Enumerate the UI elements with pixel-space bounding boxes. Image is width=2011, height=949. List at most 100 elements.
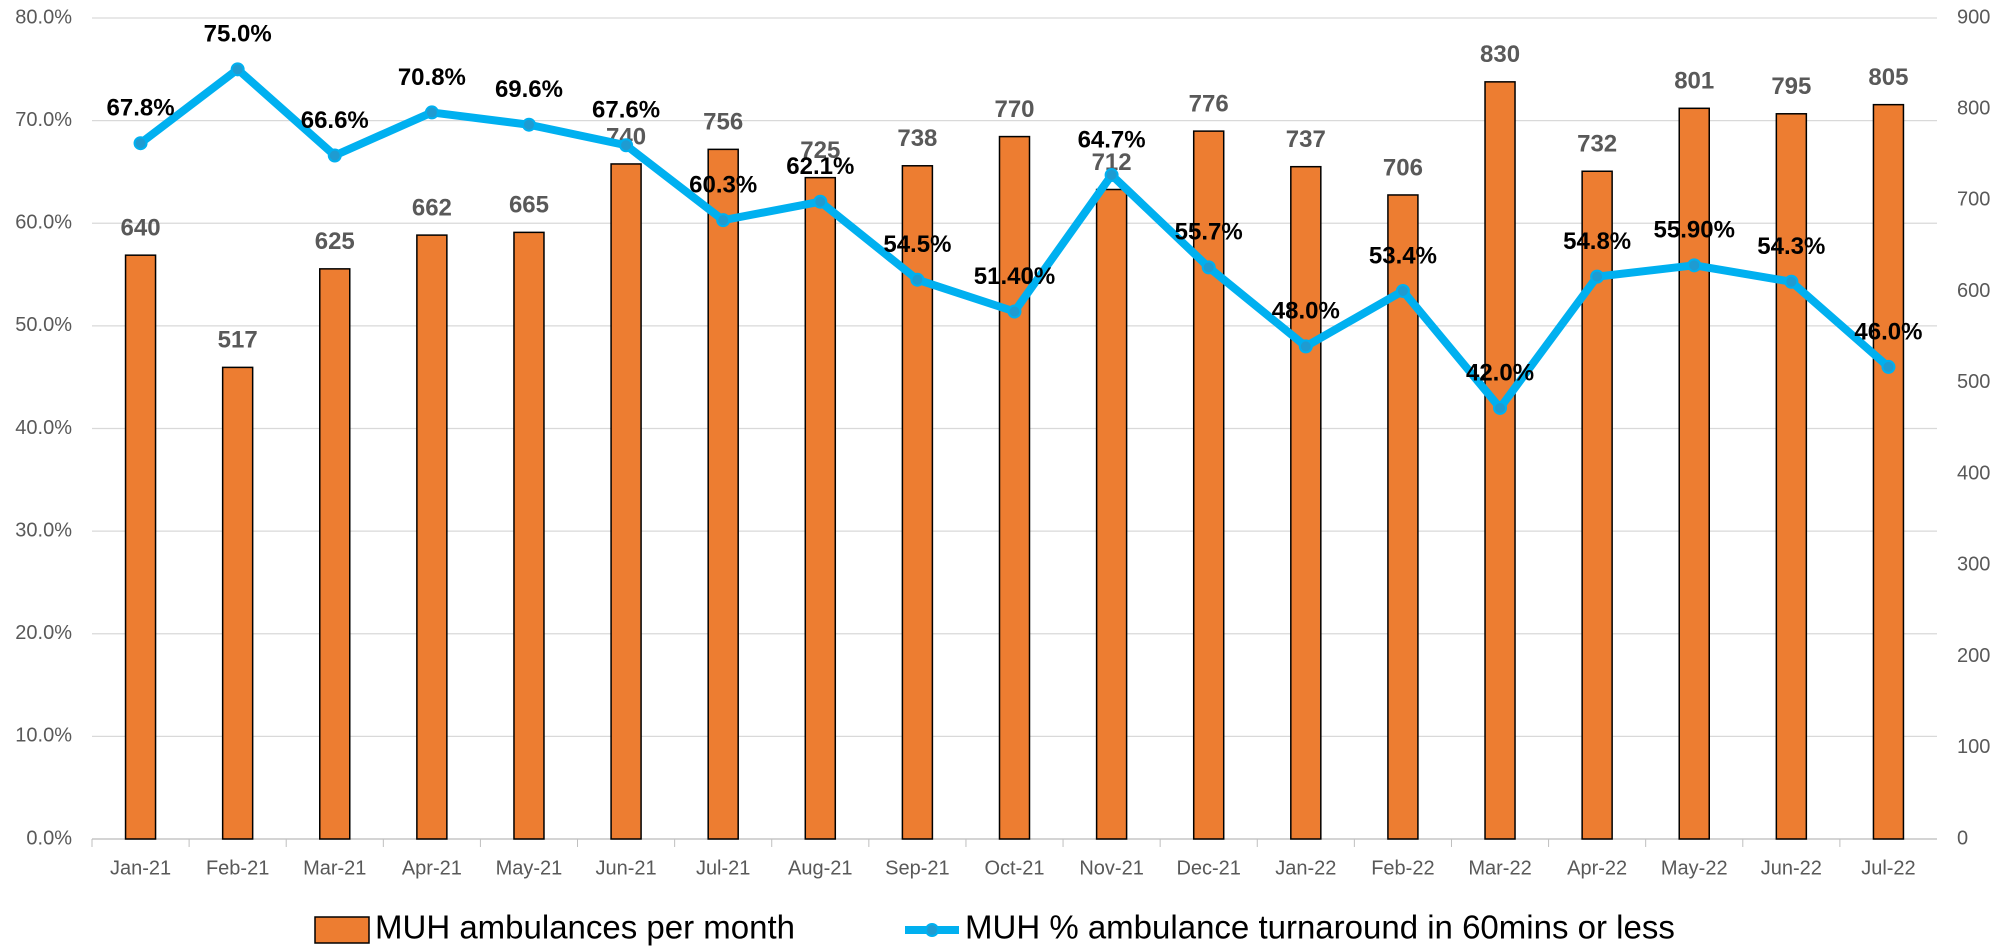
bar	[804, 176, 837, 840]
line-marker	[327, 148, 342, 163]
line-marker	[1007, 304, 1022, 319]
bar	[1387, 194, 1419, 840]
bar	[610, 163, 642, 840]
y2-tick-label: 100	[1957, 736, 1990, 758]
x-tick-label: Mar-21	[303, 857, 366, 879]
legend-swatch	[314, 916, 370, 944]
bar-label: 738	[897, 125, 937, 152]
bar-label: 737	[1286, 126, 1326, 153]
x-tick-label: Apr-21	[402, 857, 462, 879]
line-marker	[424, 105, 439, 120]
bar	[221, 366, 254, 840]
x-tick-label: Feb-21	[206, 857, 269, 879]
line-marker	[1395, 283, 1410, 298]
bar	[1484, 81, 1516, 840]
x-tick-label: Jul-21	[696, 857, 750, 879]
line-marker	[1298, 339, 1313, 354]
bar	[513, 231, 545, 840]
line-marker	[1784, 274, 1799, 289]
bar	[998, 135, 1031, 840]
y-tick-label: 20.0%	[15, 622, 72, 644]
line-marker	[1493, 400, 1508, 415]
line-label: 67.8%	[107, 95, 175, 122]
x-tick-label: Aug-21	[788, 857, 853, 879]
line-marker	[1687, 258, 1702, 273]
x-tick-label: Feb-22	[1371, 857, 1434, 879]
bar-label: 706	[1383, 154, 1423, 181]
line-label: 64.7%	[1078, 126, 1146, 153]
y2-tick-label: 700	[1957, 189, 1990, 211]
legend-label: MUH ambulances per month	[375, 909, 795, 946]
bar-label: 665	[509, 192, 549, 219]
bar	[319, 268, 351, 840]
line-marker	[1201, 260, 1216, 275]
x-tick-label: Sep-21	[885, 857, 950, 879]
y2-tick-label: 800	[1957, 98, 1990, 120]
bar-label: 517	[218, 327, 258, 354]
line-marker	[813, 194, 828, 209]
line-label: 62.1%	[786, 153, 854, 180]
y-tick-label: 40.0%	[15, 417, 72, 439]
y-tick-label: 50.0%	[15, 314, 72, 336]
line-marker	[133, 136, 148, 151]
line-label: 66.6%	[301, 107, 369, 134]
bar	[416, 234, 448, 840]
line-marker	[230, 62, 245, 77]
line-label: 51.40%	[974, 263, 1055, 290]
x-tick-label: Jun-21	[596, 857, 657, 879]
bar	[1678, 107, 1710, 840]
y2-tick-label: 0	[1957, 827, 1968, 849]
y-tick-label: 0.0%	[26, 827, 72, 849]
line-label: 60.3%	[689, 172, 757, 199]
line-label: 53.4%	[1369, 242, 1437, 269]
y2-tick-label: 500	[1957, 371, 1990, 393]
x-tick-label: May-22	[1661, 857, 1728, 879]
line-label: 54.3%	[1757, 233, 1825, 260]
line-marker	[1590, 269, 1605, 284]
line-label: 54.8%	[1563, 228, 1631, 255]
y-tick-label: 10.0%	[15, 725, 72, 747]
line-label: 48.0%	[1272, 298, 1340, 325]
x-tick-label: Dec-21	[1176, 857, 1240, 879]
bar-label: 756	[703, 109, 743, 136]
line-marker	[1104, 168, 1119, 183]
x-tick-label: Oct-21	[984, 857, 1044, 879]
line-label: 75.0%	[204, 21, 272, 48]
bar-label: 625	[315, 228, 355, 255]
line-marker	[521, 117, 536, 132]
bar	[1192, 130, 1225, 840]
bar	[1775, 113, 1808, 840]
line-label: 54.5%	[883, 231, 951, 258]
bar-label: 732	[1577, 131, 1617, 158]
y-tick-label: 30.0%	[15, 519, 72, 541]
bar-label: 776	[1189, 90, 1229, 117]
x-tick-label: Jan-22	[1275, 857, 1336, 879]
line-label: 42.0%	[1466, 359, 1534, 386]
bar-label: 801	[1674, 68, 1714, 95]
legend-label: MUH % ambulance turnaround in 60mins or …	[965, 909, 1675, 946]
y2-tick-label: 900	[1957, 6, 1990, 28]
bar	[707, 148, 739, 840]
line-marker	[619, 138, 634, 153]
bar-label: 725	[800, 137, 840, 164]
bar-label: 640	[121, 215, 161, 242]
bar	[1290, 165, 1322, 840]
line-label: 70.8%	[398, 64, 466, 91]
bar-label: 830	[1480, 41, 1520, 68]
bar-label: 770	[994, 96, 1034, 123]
line-marker	[716, 213, 731, 228]
line-label: 55.90%	[1654, 217, 1735, 244]
bar	[1095, 188, 1128, 840]
y-tick-label: 60.0%	[15, 212, 72, 234]
x-tick-label: May-21	[496, 857, 563, 879]
y2-tick-label: 400	[1957, 462, 1990, 484]
x-tick-label: Apr-22	[1567, 857, 1627, 879]
y2-tick-label: 300	[1957, 554, 1990, 576]
line-marker	[1881, 359, 1896, 374]
y-tick-label: 70.0%	[15, 109, 72, 131]
legend-marker	[925, 923, 939, 937]
bar	[124, 254, 157, 840]
bar-label: 805	[1868, 64, 1908, 91]
bar-label: 795	[1771, 73, 1811, 100]
